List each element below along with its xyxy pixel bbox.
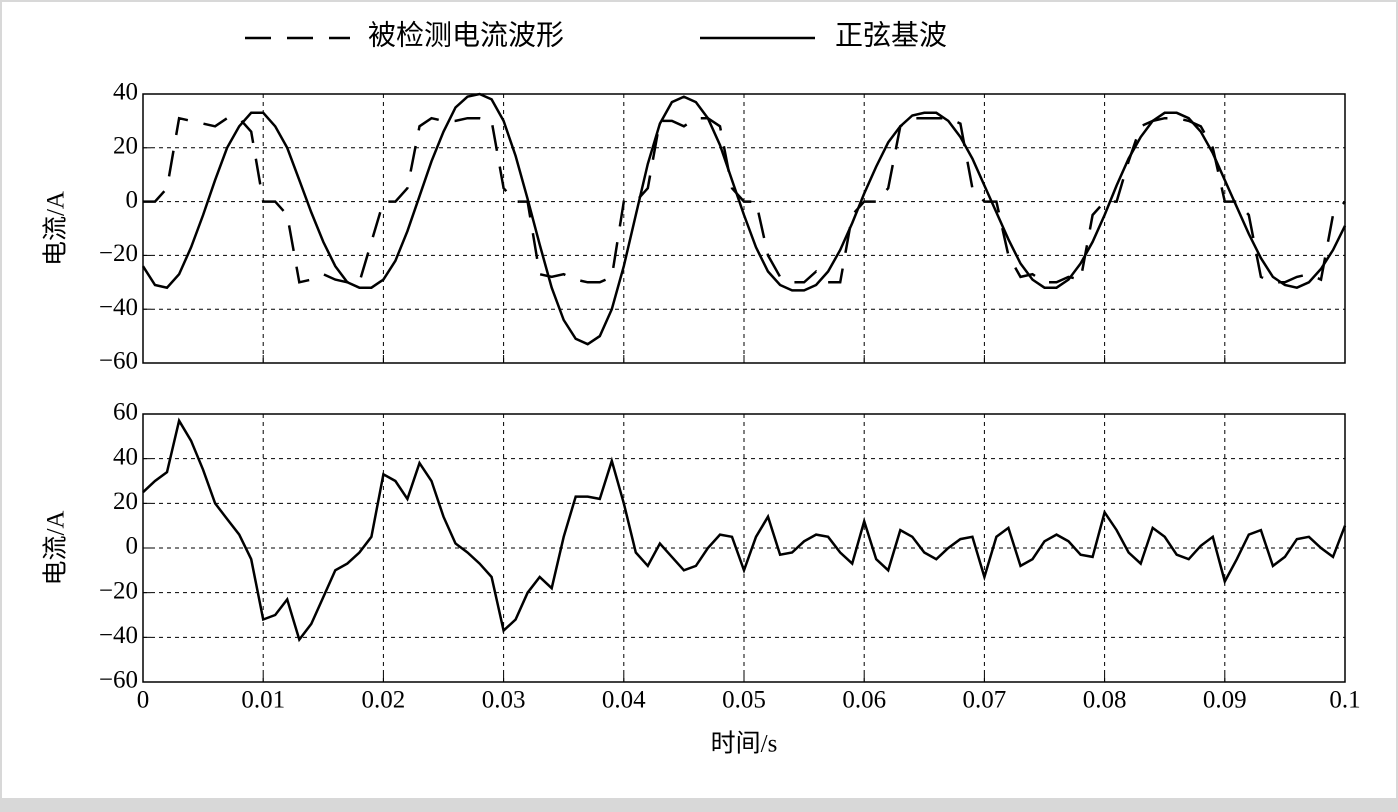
x-tick-label: 0.01 bbox=[241, 687, 285, 714]
y-tick-label: 20 bbox=[113, 488, 138, 515]
y-tick-label: −40 bbox=[99, 622, 138, 649]
y-tick-label: 0 bbox=[126, 533, 139, 560]
y-tick-label: 20 bbox=[113, 133, 138, 160]
x-axis-label: 时间/s bbox=[711, 730, 778, 758]
y-tick-label: 40 bbox=[113, 79, 138, 106]
x-tick-label: 0.08 bbox=[1083, 687, 1127, 714]
x-tick-label: 0.05 bbox=[722, 687, 766, 714]
y-tick-label: 40 bbox=[113, 443, 138, 470]
y-axis-label: 电流/A bbox=[42, 510, 70, 585]
x-tick-label: 0.09 bbox=[1203, 687, 1247, 714]
x-tick-label: 0.1 bbox=[1329, 687, 1360, 714]
plot-frame bbox=[142, 413, 1346, 683]
series-line bbox=[141, 92, 1347, 346]
legend-label: 被检测电流波形 bbox=[368, 19, 564, 51]
y-tick-label: 0 bbox=[126, 186, 139, 213]
legend-label: 正弦基波 bbox=[835, 19, 947, 51]
x-tick-label: 0.02 bbox=[362, 687, 406, 714]
y-tick-label: −40 bbox=[99, 294, 138, 321]
x-tick-label: 0 bbox=[137, 687, 150, 714]
series-line bbox=[143, 116, 1346, 284]
x-tick-label: 0.04 bbox=[602, 687, 646, 714]
x-tick-label: 0.06 bbox=[842, 687, 886, 714]
y-tick-label: −60 bbox=[99, 667, 138, 694]
x-tick-label: 0.07 bbox=[963, 687, 1007, 714]
y-tick-label: −60 bbox=[99, 348, 138, 375]
x-tick-label: 0.03 bbox=[482, 687, 526, 714]
y-tick-label: −20 bbox=[99, 577, 138, 604]
y-tick-label: −20 bbox=[99, 240, 138, 267]
y-tick-label: 60 bbox=[113, 399, 138, 426]
series-line bbox=[142, 417, 1347, 643]
y-axis-label: 电流/A bbox=[42, 191, 70, 266]
